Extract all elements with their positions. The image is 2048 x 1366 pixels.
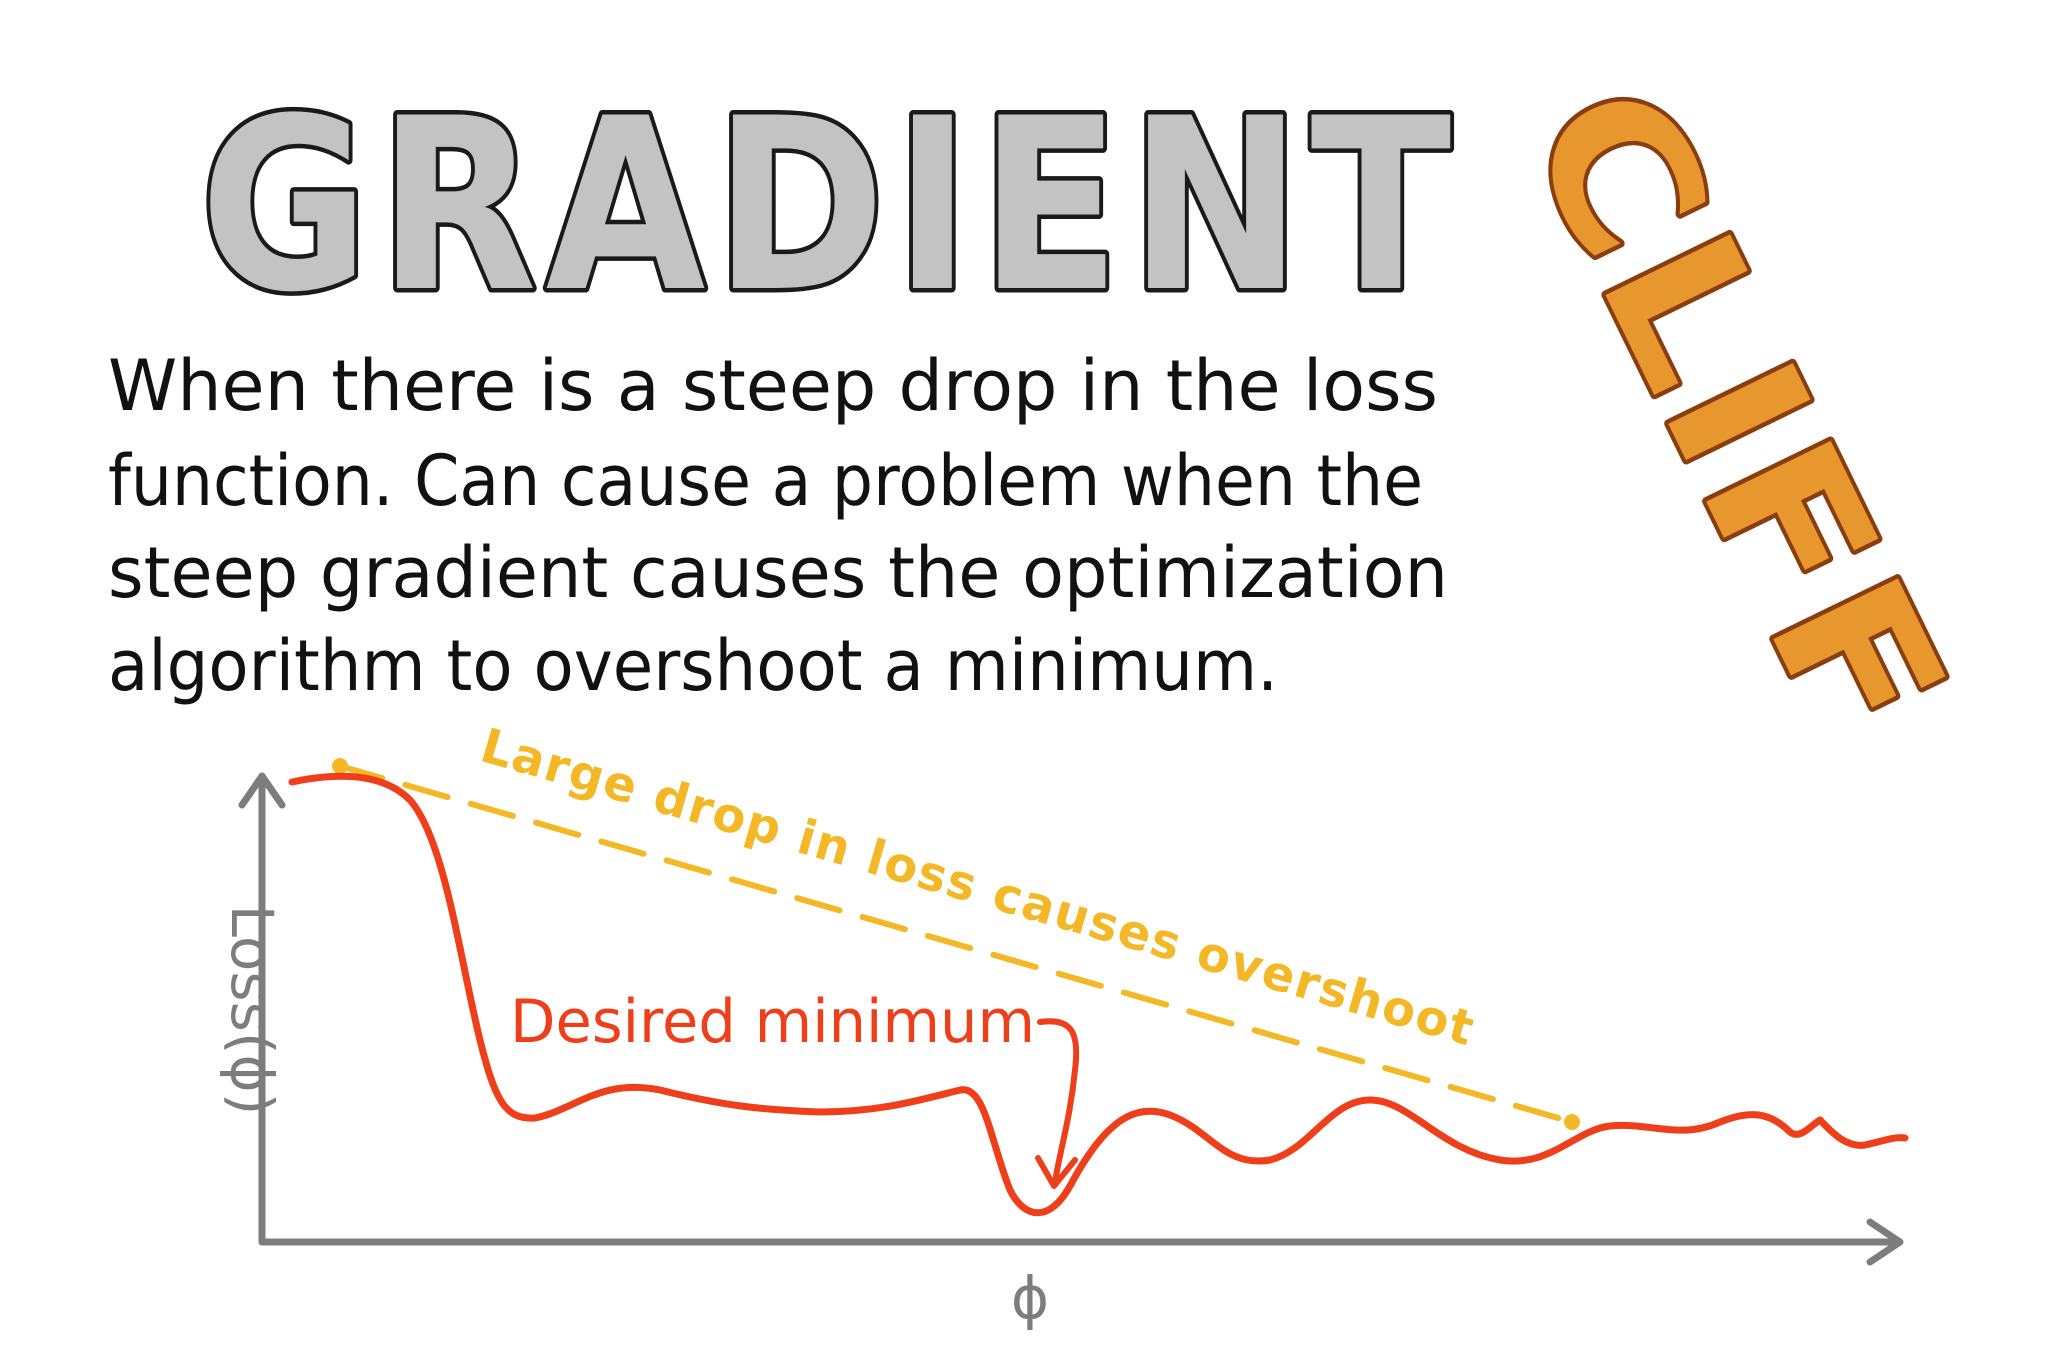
overshoot-start-point [332, 758, 348, 774]
description-line-1: When there is a steep drop in the loss [108, 345, 1438, 427]
title-gradient: GRADIENT [200, 68, 1460, 345]
description-line-2: function. Can cause a problem when the [108, 440, 1423, 522]
description-line-4: algorithm to overshoot a minimum. [108, 625, 1278, 707]
desired-minimum-label: Desired minimum [510, 987, 1035, 1057]
desired-minimum-arrowhead [1035, 1155, 1078, 1189]
y-axis-arrowhead [238, 772, 286, 809]
overshoot-dashed-line [337, 763, 1575, 1125]
title-cliff: CLIFF [1485, 53, 1990, 779]
y-axis-label: Loss(ϕ) [218, 905, 286, 1116]
description-line-3: steep gradient causes the optimization [108, 532, 1448, 614]
overshoot-end-point [1564, 1114, 1580, 1130]
axes [238, 772, 1904, 1266]
desired-minimum-arrow [1037, 1018, 1080, 1185]
x-axis-arrowhead [1866, 1218, 1904, 1266]
loss-curve [288, 772, 1909, 1217]
x-axis-label: ϕ [1011, 1264, 1049, 1332]
